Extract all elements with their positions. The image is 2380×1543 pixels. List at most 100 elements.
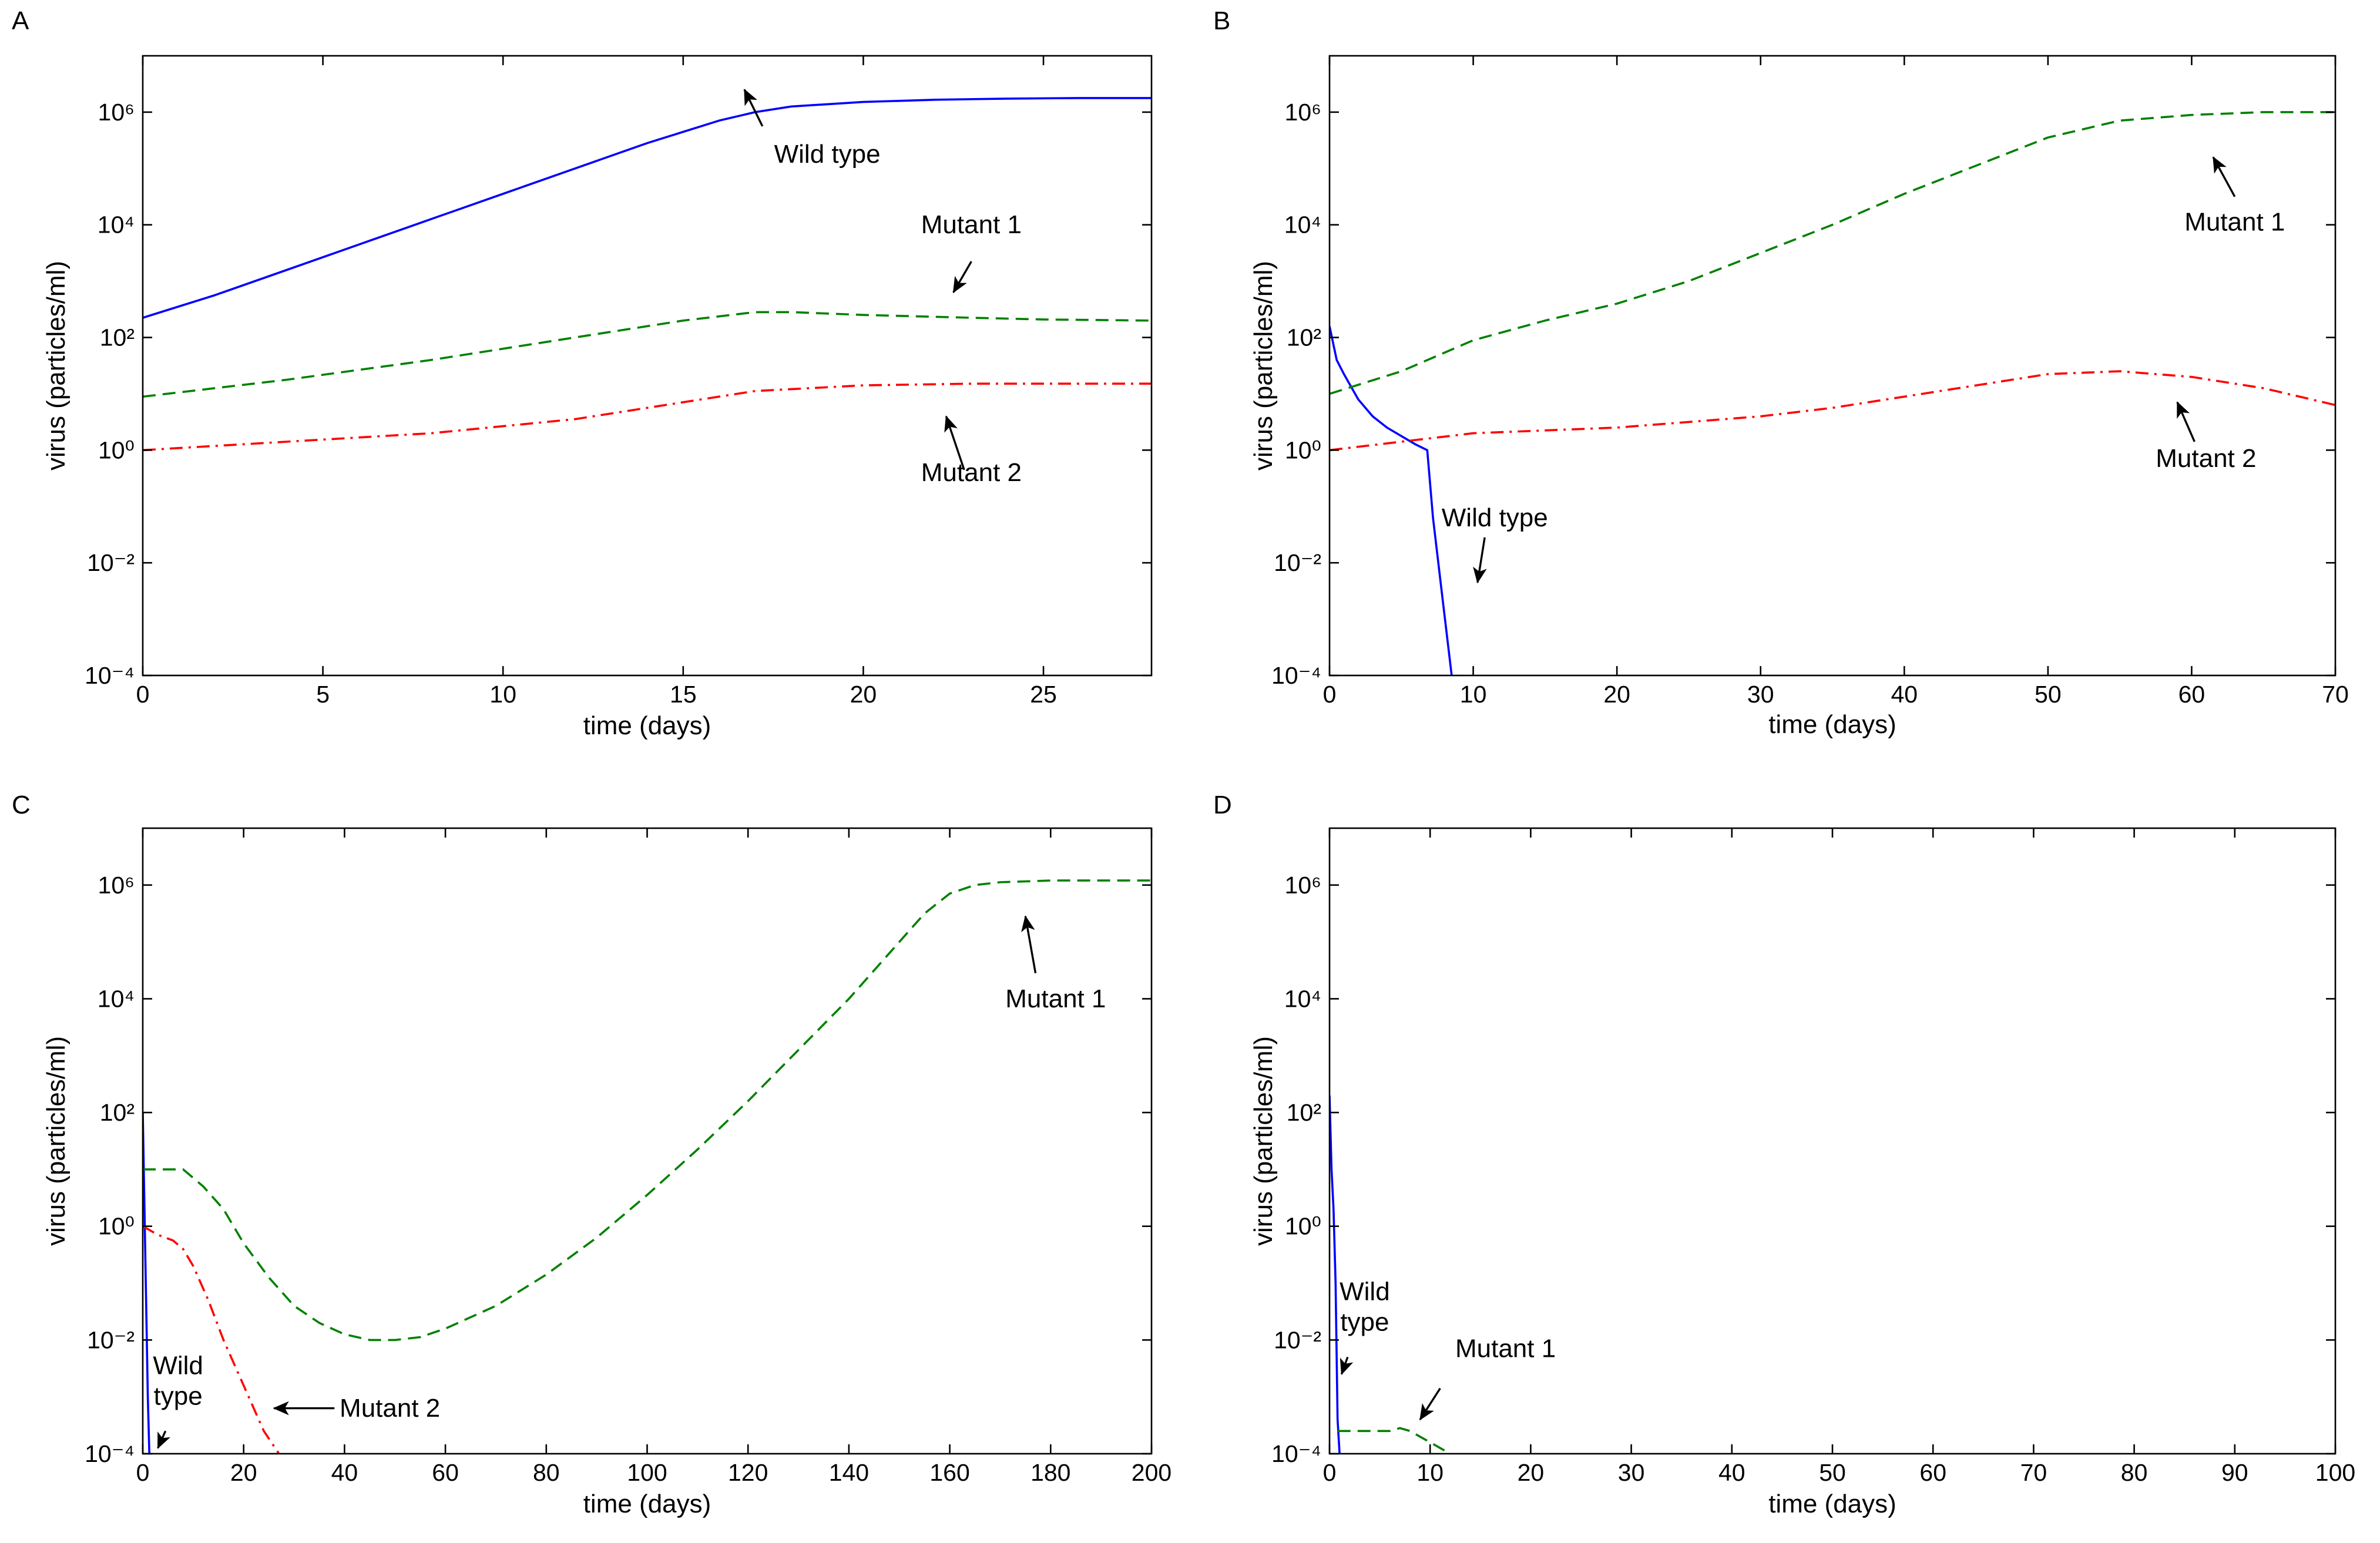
y-tick-label: 10⁻⁴	[85, 662, 135, 689]
x-tick-label: 50	[2035, 681, 2062, 708]
annotation-line: type	[1340, 1308, 1389, 1337]
x-axis-label: time (days)	[583, 1490, 711, 1518]
y-tick-label: 10⁰	[98, 1213, 135, 1240]
x-tick-label: 15	[670, 681, 697, 708]
x-tick-label: 30	[1618, 1459, 1645, 1486]
y-tick-label: 10⁰	[1285, 1213, 1321, 1240]
annotation-line: type	[154, 1381, 203, 1410]
y-tick-label: 10⁻⁴	[1271, 662, 1321, 689]
plot-frame	[142, 55, 1153, 677]
y-tick-label: 10⁶	[98, 99, 135, 126]
annotation-label: Wild type	[1442, 503, 1548, 532]
x-tick-label: 160	[929, 1459, 969, 1486]
annotation-arrow	[1340, 1356, 1354, 1376]
x-tick-label: 180	[1030, 1459, 1070, 1486]
annotation-line: Wild	[153, 1351, 203, 1380]
x-tick-label: 60	[1919, 1459, 1946, 1486]
annotation-label: Mutant 2	[921, 458, 1022, 487]
annotation-arrow	[743, 89, 764, 127]
y-tick-label: 10⁰	[1285, 436, 1321, 463]
annotation-label: Wild type	[153, 1351, 203, 1410]
annotation-arrow	[2212, 156, 2236, 197]
y-tick-label: 10⁶	[1285, 99, 1321, 126]
x-tick-label: 70	[2020, 1459, 2047, 1486]
x-tick-label: 30	[1747, 681, 1774, 708]
plot-frame	[1328, 55, 2337, 677]
series-mutant-1	[1337, 1427, 1451, 1454]
x-tick-label: 40	[1718, 1459, 1745, 1486]
y-tick-label: 10⁶	[1285, 872, 1321, 899]
y-tick-label: 10²	[1287, 1099, 1321, 1126]
series-wild-type	[1330, 1095, 1341, 1454]
x-tick-label: 20	[850, 681, 877, 708]
x-axis-label: time (days)	[1768, 1490, 1896, 1518]
y-axis-label: virus (particles/ml)	[42, 261, 71, 470]
annotation-label: Mutant 1	[2184, 207, 2285, 236]
annotation-wild-type: Wild type	[743, 89, 881, 169]
series-mutant-2	[143, 1225, 280, 1454]
annotation-label: Mutant 1	[1455, 1334, 1556, 1363]
y-tick-label: 10⁰	[98, 436, 135, 463]
annotation-mutant-1: Mutant 1	[1005, 915, 1106, 1013]
x-tick-label: 120	[728, 1459, 768, 1486]
annotation-line: Wild type	[774, 140, 881, 169]
x-axis-label: time (days)	[583, 711, 711, 740]
panel-label: A	[12, 6, 29, 35]
x-tick-label: 20	[1518, 1459, 1545, 1486]
x-tick-label: 200	[1132, 1459, 1171, 1486]
panel-label: D	[1213, 791, 1232, 819]
x-tick-label: 80	[2121, 1459, 2148, 1486]
y-axis-label: virus (particles/ml)	[1249, 1036, 1278, 1246]
series-mutant-1	[1330, 111, 2335, 395]
annotation-label: Mutant 1	[1005, 984, 1106, 1013]
annotation-wild-type: Wild type	[1442, 503, 1548, 584]
y-tick-label: 10⁶	[98, 872, 135, 899]
x-tick-label: 100	[2315, 1459, 2355, 1486]
annotation-mutant-1: Mutant 1	[2184, 156, 2285, 236]
plot-frame	[142, 827, 1153, 1455]
panel-A: A 0 5 10 15 20 25 10⁻⁴ 10⁻² 10⁰ 10² 10⁴ 10⁶ time (day…	[12, 6, 1153, 740]
x-tick-label: 25	[1030, 681, 1057, 708]
x-tick-label: 0	[136, 1459, 150, 1486]
annotation-mutant-2: Mutant 2	[273, 1394, 440, 1423]
series-mutant-2	[143, 382, 1152, 452]
y-axis-label: virus (particles/ml)	[1249, 261, 1278, 470]
annotation-mutant-1: Mutant 1	[921, 210, 1022, 294]
x-tick-label: 5	[316, 681, 330, 708]
annotation-line: Mutant 1	[1455, 1334, 1556, 1363]
annotation-line: Mutant 2	[2156, 444, 2256, 473]
x-tick-label: 20	[1603, 681, 1630, 708]
annotation-mutant-1: Mutant 1	[1419, 1334, 1556, 1421]
x-tick-label: 70	[2322, 681, 2349, 708]
annotation-label: Mutant 2	[340, 1394, 440, 1423]
x-tick-label: 10	[1460, 681, 1487, 708]
annotation-line: Mutant 2	[340, 1394, 440, 1423]
annotation-wild-type: Wild type	[153, 1351, 203, 1449]
x-axis-label: time (days)	[1768, 710, 1896, 739]
panel-C: C 0 20 40 60 80 100 120 140 160 180 200 10⁻⁴ 10⁻² 10⁰ 1…	[12, 791, 1171, 1518]
x-tick-label: 50	[1819, 1459, 1846, 1486]
x-tick-label: 140	[829, 1459, 869, 1486]
panel-label: B	[1213, 6, 1230, 35]
annotation-arrow	[2176, 401, 2196, 442]
annotation-label: Wild type	[1340, 1278, 1390, 1337]
x-tick-label: 90	[2221, 1459, 2248, 1486]
series-mutant-1	[143, 311, 1152, 398]
annotation-arrow	[952, 261, 972, 294]
y-tick-label: 10⁻²	[87, 1326, 135, 1353]
series-wild-type	[143, 1112, 150, 1454]
annotation-line: Wild type	[1442, 503, 1548, 532]
series-wild-type	[1330, 326, 1453, 675]
y-axis-label: virus (particles/ml)	[42, 1036, 71, 1246]
y-tick-label: 10⁻⁴	[85, 1440, 135, 1467]
annotation-wild-type: Wild type	[1340, 1278, 1390, 1376]
y-tick-label: 10⁻⁴	[1271, 1440, 1321, 1467]
panel-D: D 0 10 20 30 40 50 60 70 80 90 100 10⁻⁴ 10⁻² 10⁰ 10² 10⁴…	[1213, 791, 2355, 1518]
annotation-mutant-2: Mutant 2	[2156, 401, 2256, 473]
annotation-arrow	[1419, 1387, 1441, 1421]
x-tick-label: 10	[489, 681, 516, 708]
y-tick-label: 10⁻²	[87, 549, 135, 576]
annotation-line: Mutant 1	[921, 210, 1022, 239]
y-tick-label: 10⁴	[98, 211, 135, 238]
